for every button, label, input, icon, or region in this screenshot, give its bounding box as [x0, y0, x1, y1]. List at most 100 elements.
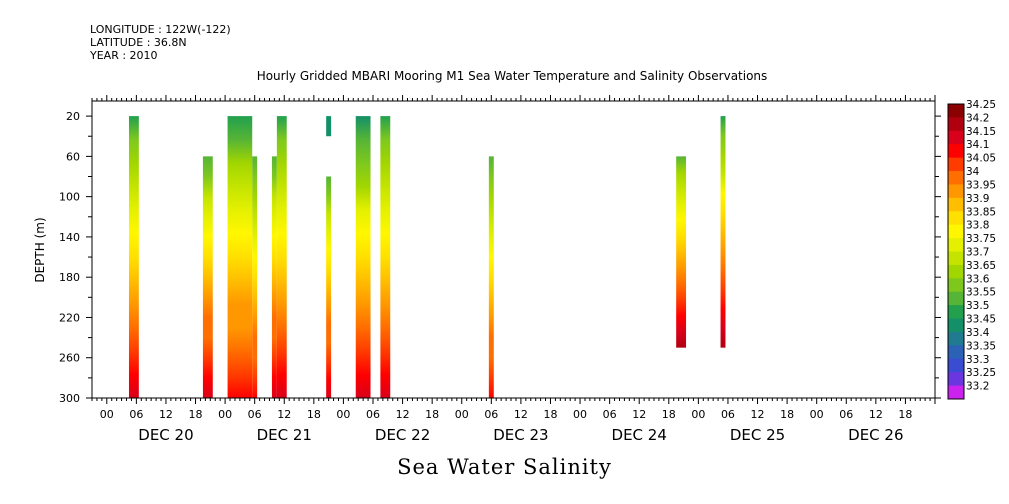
colorbar-swatch: [948, 130, 964, 145]
salinity-column: [488, 156, 494, 398]
day-label: DEC 20: [138, 426, 193, 444]
x-tick-label: 06: [721, 408, 735, 421]
colorbar-label: 33.4: [966, 327, 990, 339]
x-tick-label: 18: [780, 408, 794, 421]
colorbar-swatch: [948, 358, 964, 373]
colorbar-swatch: [948, 372, 964, 387]
colorbar-label: 34.2: [966, 112, 989, 124]
x-tick-label: 12: [277, 408, 291, 421]
salinity-column: [271, 156, 277, 398]
x-tick-label: 06: [248, 408, 262, 421]
day-label: DEC 26: [848, 426, 903, 444]
colorbar-swatch: [948, 197, 964, 212]
day-label: DEC 23: [493, 426, 548, 444]
y-tick-label: 220: [59, 311, 80, 324]
salinity-column: [676, 156, 687, 348]
x-tick-label: 06: [366, 408, 380, 421]
colorbar-swatch: [948, 251, 964, 266]
y-axis-label: DEPTH (m): [33, 217, 47, 282]
salinity-column: [326, 176, 332, 398]
x-tick-label: 00: [810, 408, 824, 421]
colorbar-swatch: [948, 184, 964, 199]
colorbar-label: 34.15: [966, 126, 996, 138]
day-label: DEC 24: [612, 426, 667, 444]
day-label: DEC 22: [375, 426, 430, 444]
colorbar-label: 33.35: [966, 340, 996, 352]
longitude-label: LONGITUDE : 122W(-122): [90, 23, 231, 36]
bottom-title: Sea Water Salinity: [397, 455, 612, 479]
x-tick-label: 12: [159, 408, 173, 421]
x-tick-label: 12: [396, 408, 410, 421]
colorbar-label: 33.7: [966, 247, 989, 259]
colorbar-swatch: [948, 318, 964, 333]
x-tick-label: 18: [898, 408, 912, 421]
colorbar-swatch: [948, 171, 964, 185]
colorbar-swatch: [948, 104, 964, 118]
x-tick-label: 00: [455, 408, 469, 421]
colorbar-frame: [947, 103, 965, 400]
colorbar-swatch: [948, 211, 964, 226]
x-tick-label: 06: [484, 408, 498, 421]
y-tick-label: 20: [66, 110, 80, 123]
colorbar-label: 33.75: [966, 233, 996, 245]
colorbar-label: 33.25: [966, 367, 996, 379]
chart-title: Hourly Gridded MBARI Mooring M1 Sea Wate…: [257, 69, 768, 83]
plot-frame: [91, 100, 936, 399]
salinity-column: [252, 156, 258, 398]
x-tick-label: 00: [691, 408, 705, 421]
colorbar-swatch: [948, 157, 964, 172]
x-tick-label: 06: [603, 408, 617, 421]
colorbar-swatch: [948, 385, 964, 400]
x-tick-label: 18: [543, 408, 557, 421]
colorbar-swatch: [948, 345, 964, 360]
colorbar-swatch: [948, 224, 964, 239]
x-tick-label: 12: [632, 408, 646, 421]
colorbar-label: 34.1: [966, 139, 989, 151]
day-label: DEC 25: [730, 426, 785, 444]
colorbar-swatch: [948, 238, 964, 252]
salinity-column: [380, 116, 391, 399]
y-tick-label: 300: [59, 392, 80, 405]
latitude-label: LATITUDE : 36.8N: [90, 36, 187, 49]
colorbar-swatch: [948, 278, 964, 293]
x-tick-label: 00: [336, 408, 350, 421]
colorbar-label: 33.45: [966, 314, 996, 326]
x-tick-label: 00: [573, 408, 587, 421]
colorbar-swatch: [948, 291, 964, 306]
salinity-column: [720, 116, 726, 348]
x-tick-label: 12: [869, 408, 883, 421]
salinity-column: [202, 156, 213, 398]
colorbar-label: 33.3: [966, 354, 989, 366]
y-tick-label: 60: [66, 150, 80, 163]
colorbar-label: 33.65: [966, 260, 996, 272]
colorbar-label: 33.2: [966, 381, 989, 393]
day-label: DEC 21: [257, 426, 312, 444]
salinity-column: [128, 116, 139, 399]
salinity-column: [227, 116, 253, 399]
colorbar-label: 33.55: [966, 287, 996, 299]
colorbar-swatch: [948, 331, 964, 346]
x-tick-label: 12: [751, 408, 765, 421]
plot-area: [128, 116, 726, 399]
colorbar-label: 33.95: [966, 179, 996, 191]
colorbar-label: 34: [966, 166, 980, 178]
colorbar-swatch: [948, 144, 964, 159]
x-tick-label: 18: [662, 408, 676, 421]
salinity-column: [355, 116, 371, 399]
y-tick-label: 140: [59, 231, 80, 244]
colorbar-label: 33.6: [966, 273, 990, 285]
x-tick-label: 00: [218, 408, 232, 421]
colorbar-swatch: [948, 305, 964, 320]
y-tick-label: 100: [59, 191, 80, 204]
colorbar-label: 33.5: [966, 300, 989, 312]
year-label: YEAR : 2010: [90, 49, 158, 62]
colorbar-label: 34.05: [966, 153, 996, 165]
x-tick-label: 06: [129, 408, 143, 421]
x-tick-label: 00: [100, 408, 114, 421]
salinity-column: [326, 116, 332, 137]
colorbar-label: 34.25: [966, 99, 996, 111]
colorbar-swatch: [948, 264, 964, 279]
colorbar-label: 33.8: [966, 220, 989, 232]
